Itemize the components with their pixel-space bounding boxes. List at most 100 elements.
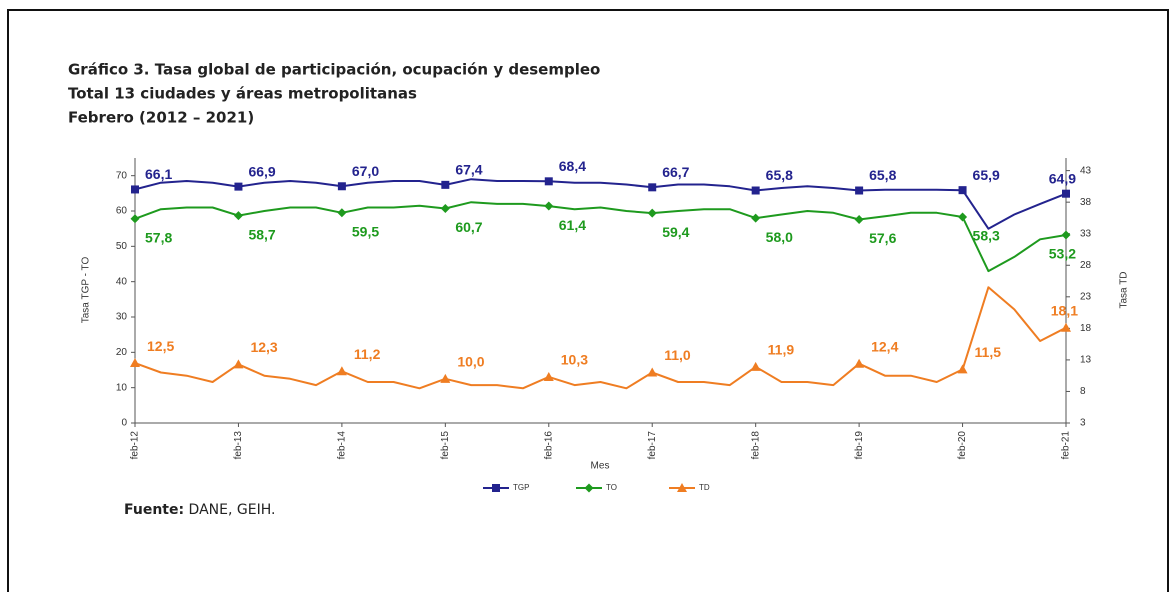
- x-tick-label: feb-13: [233, 431, 244, 460]
- y2-tick-label: 28: [1080, 260, 1092, 271]
- x-tick-label: feb-16: [543, 431, 554, 460]
- legend-marker: [677, 483, 687, 492]
- y-tick-label: 60: [116, 206, 128, 217]
- marker: [958, 186, 967, 195]
- x-tick-label: feb-21: [1061, 431, 1072, 460]
- series-line: [134, 178, 1067, 230]
- marker: [441, 180, 450, 189]
- data-label: 66,9: [248, 163, 275, 179]
- x-tick-label: feb-14: [337, 431, 348, 460]
- marker: [1061, 230, 1071, 240]
- marker: [544, 177, 553, 186]
- marker: [958, 212, 968, 222]
- y2-tick-label: 38: [1080, 197, 1092, 208]
- y2-tick-label: 13: [1080, 355, 1092, 366]
- source: Fuente: DANE, GEIH.: [124, 502, 275, 518]
- y-axis-title: Tasa TGP - TO: [81, 257, 92, 324]
- y-tick-label: 20: [116, 347, 128, 358]
- x-tick-label: feb-17: [647, 431, 658, 460]
- marker: [337, 208, 347, 218]
- data-label: 10,3: [561, 352, 588, 368]
- marker: [751, 213, 761, 223]
- data-label: 57,8: [145, 229, 172, 245]
- chart-title: Gráfico 3. Tasa global de participación,…: [68, 61, 600, 79]
- legend-label: TD: [699, 483, 710, 492]
- marker: [440, 373, 451, 383]
- marker: [1061, 322, 1071, 332]
- y2-axis-title: Tasa TD: [1119, 271, 1130, 308]
- series-line: [134, 201, 1067, 273]
- data-label: 66,7: [662, 164, 689, 180]
- marker: [131, 185, 139, 194]
- y-tick-label: 50: [116, 241, 128, 252]
- marker: [130, 214, 140, 224]
- data-label: 65,8: [766, 167, 793, 183]
- marker: [544, 201, 554, 211]
- chart-period: Febrero (2012 – 2021): [68, 109, 254, 127]
- y2-tick-label: 33: [1080, 228, 1092, 239]
- x-axis-title: Mes: [591, 461, 610, 472]
- series-line: [134, 286, 1067, 390]
- data-label: 11,2: [354, 346, 381, 362]
- data-label: 11,0: [664, 347, 691, 363]
- data-label: 59,5: [352, 223, 379, 239]
- chart-subtitle: Total 13 ciudades y áreas metropolitanas: [68, 85, 417, 103]
- data-label: 11,5: [975, 344, 1002, 360]
- marker: [233, 359, 244, 369]
- marker: [854, 214, 864, 224]
- data-label: 53,2: [1049, 246, 1076, 262]
- data-label: 60,7: [455, 219, 482, 235]
- data-label: 68,4: [559, 158, 586, 174]
- y-tick-label: 30: [116, 312, 128, 323]
- y2-tick-label: 43: [1080, 165, 1092, 176]
- y2-tick-label: 8: [1080, 386, 1086, 397]
- marker: [647, 367, 658, 377]
- y-tick-label: 10: [116, 382, 128, 393]
- data-label: 67,4: [455, 162, 482, 178]
- marker: [855, 186, 864, 195]
- y-tick-label: 40: [116, 276, 128, 287]
- data-label: 66,1: [145, 166, 172, 182]
- marker: [854, 358, 865, 368]
- data-label: 12,3: [250, 339, 277, 355]
- x-tick-label: feb-12: [130, 431, 141, 460]
- y-tick-label: 70: [116, 170, 128, 181]
- data-label: 57,6: [869, 230, 896, 246]
- marker: [337, 182, 346, 191]
- data-label: 59,4: [662, 224, 689, 240]
- data-label: 65,9: [973, 167, 1000, 183]
- y2-tick-label: 23: [1080, 291, 1092, 302]
- marker: [648, 183, 657, 192]
- x-tick-label: feb-20: [957, 431, 968, 460]
- legend-marker: [492, 484, 500, 492]
- source-label: Fuente:: [124, 502, 184, 518]
- legend-marker: [584, 483, 594, 493]
- x-tick-label: feb-18: [750, 431, 761, 460]
- marker: [336, 366, 347, 376]
- data-label: 58,0: [766, 229, 793, 245]
- data-label: 12,5: [147, 338, 174, 354]
- marker: [647, 208, 657, 218]
- data-label: 67,0: [352, 163, 379, 179]
- marker: [130, 358, 140, 368]
- data-label: 10,0: [457, 354, 484, 370]
- marker: [1062, 189, 1070, 198]
- data-label: 18,1: [1051, 302, 1078, 318]
- data-label: 58,7: [248, 226, 275, 242]
- x-tick-label: feb-19: [854, 431, 865, 460]
- marker: [751, 186, 760, 195]
- x-tick-label: feb-15: [440, 431, 451, 460]
- data-label: 58,3: [973, 228, 1000, 244]
- data-label: 12,4: [871, 338, 898, 354]
- marker: [750, 361, 761, 371]
- y2-tick-label: 18: [1080, 323, 1092, 334]
- y2-tick-label: 3: [1080, 418, 1086, 429]
- source-text: DANE, GEIH.: [189, 502, 276, 518]
- data-label: 61,4: [559, 217, 586, 233]
- marker: [957, 364, 968, 374]
- data-label: 11,9: [768, 342, 795, 358]
- data-label: 64,9: [1049, 170, 1076, 186]
- marker: [440, 204, 450, 214]
